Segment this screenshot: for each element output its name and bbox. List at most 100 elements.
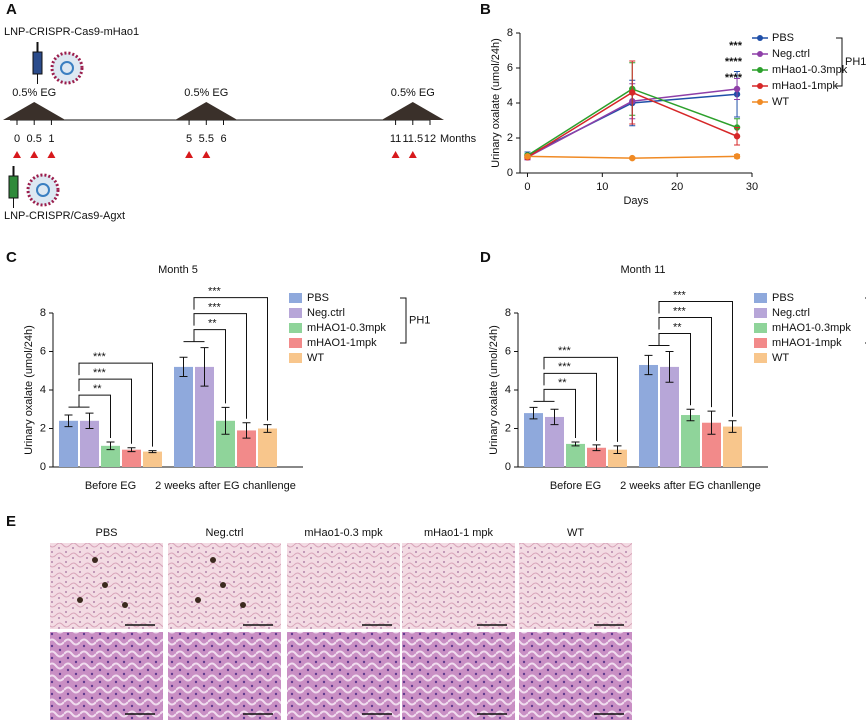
- legend-label: PBS: [772, 292, 794, 304]
- error-bar: [665, 351, 674, 383]
- dose-marker: [47, 151, 56, 158]
- bar: [59, 420, 78, 467]
- y-tick-label: 0: [507, 167, 513, 179]
- bar: [101, 445, 120, 467]
- timeline-tick-label: 5.5: [199, 133, 214, 145]
- sig-bracket: [658, 301, 733, 417]
- timeline-tick-label: 5: [186, 133, 192, 145]
- histology-image: [402, 543, 515, 629]
- error-bar: [613, 445, 622, 455]
- error-bar: [179, 356, 188, 378]
- sig-label: **: [93, 383, 102, 395]
- x-tick-label: Before EG: [85, 480, 136, 492]
- sig-label: ***: [673, 305, 687, 317]
- column-label: Neg.ctrl: [206, 527, 244, 539]
- group-bracket: [400, 297, 407, 344]
- bar: [195, 366, 214, 467]
- bar: [660, 366, 679, 467]
- eg-label: 0.5% EG: [391, 87, 435, 99]
- legend-label: mHAO1-1mpk: [307, 337, 377, 349]
- syringe-icon: [32, 42, 84, 85]
- column-label: mHao1-1 mpk: [424, 527, 494, 539]
- sig-bracket: [193, 297, 268, 421]
- panel-label: A: [6, 1, 17, 18]
- timeline-unit: Months: [440, 133, 477, 145]
- crystal-deposit: [210, 557, 216, 563]
- point: [733, 133, 741, 140]
- crystal-deposit: [240, 602, 246, 608]
- bar: [258, 428, 277, 467]
- x-tick-label: 10: [596, 181, 608, 193]
- dose-marker: [30, 151, 39, 158]
- eg-period: [3, 102, 66, 120]
- sig-bracket: [193, 329, 226, 404]
- y-tick-label: 8: [507, 27, 513, 39]
- error-bar: [571, 441, 580, 447]
- legend-label: PBS: [307, 292, 329, 304]
- point: [629, 89, 636, 96]
- error-bar: [148, 450, 157, 454]
- sig-label: ***: [208, 286, 222, 298]
- bar: [681, 415, 700, 467]
- legend-swatch: [289, 338, 302, 348]
- panel-label: D: [480, 249, 491, 266]
- y-tick-label: 6: [40, 345, 46, 357]
- chart-title: Month 5: [158, 264, 198, 276]
- bar: [608, 449, 627, 467]
- bar: [545, 416, 564, 467]
- y-tick-label: 2: [507, 132, 513, 144]
- sig-bracket: [658, 317, 712, 408]
- error-bar: [106, 441, 115, 451]
- column-label: mHao1-0.3 mpk: [304, 527, 383, 539]
- sig-bracket: [78, 362, 153, 447]
- crystal-deposit: [195, 597, 201, 603]
- timeline-tick-label: 1: [48, 133, 54, 145]
- legend-label: mHAO1-1mpk: [772, 337, 842, 349]
- error-bar: [592, 444, 601, 452]
- eg-period: [175, 102, 238, 120]
- legend-label: Neg.ctrl: [772, 48, 810, 60]
- histology-image: [287, 632, 400, 720]
- column-label: WT: [567, 527, 584, 539]
- legend-swatch: [757, 67, 763, 73]
- bar: [587, 447, 606, 467]
- legend-swatch: [289, 323, 302, 333]
- error-bar: [529, 406, 538, 420]
- y-tick-label: 8: [505, 307, 511, 319]
- sig-label: **: [673, 321, 682, 333]
- y-tick-label: 6: [505, 345, 511, 357]
- x-axis-label: Days: [623, 195, 649, 207]
- sig-bracket: [543, 356, 618, 442]
- x-tick-label: 2 weeks after EG chanllenge: [155, 480, 296, 492]
- timeline-label: LNP-CRISPR/Cas9-Agxt: [4, 210, 125, 222]
- sig-label: **: [558, 377, 567, 389]
- point: [733, 85, 741, 93]
- legend-label: mHAO1-0.3mpk: [307, 322, 386, 334]
- error-bar: [85, 412, 94, 429]
- point: [733, 153, 741, 160]
- dose-marker: [391, 151, 400, 158]
- legend-label: Neg.ctrl: [772, 307, 810, 319]
- legend-label: Neg.ctrl: [307, 307, 345, 319]
- annotation: ****: [725, 56, 743, 68]
- bar: [702, 422, 721, 467]
- sig-bracket: [78, 394, 111, 438]
- legend-label: PBS: [772, 32, 794, 44]
- sig-bracket: [543, 388, 576, 438]
- y-tick-label: 6: [507, 62, 513, 74]
- x-tick-label: 20: [671, 181, 683, 193]
- sig-label: ***: [558, 361, 572, 373]
- timeline-label: LNP-CRISPR-Cas9-mHao1: [4, 26, 139, 38]
- y-tick-label: 0: [40, 461, 46, 473]
- group-label: PH1: [409, 314, 430, 326]
- legend-label: mHAO1-0.3mpk: [772, 322, 851, 334]
- sig-bracket: [658, 333, 691, 406]
- bar: [122, 449, 141, 467]
- x-tick-label: 30: [746, 181, 758, 193]
- syringe-icon: [8, 166, 60, 208]
- y-axis-label: Urinary oxalate (umol/24h): [490, 38, 502, 168]
- error-bar: [728, 420, 737, 433]
- sig-bracket: [193, 313, 247, 419]
- sig-label: ***: [558, 345, 572, 357]
